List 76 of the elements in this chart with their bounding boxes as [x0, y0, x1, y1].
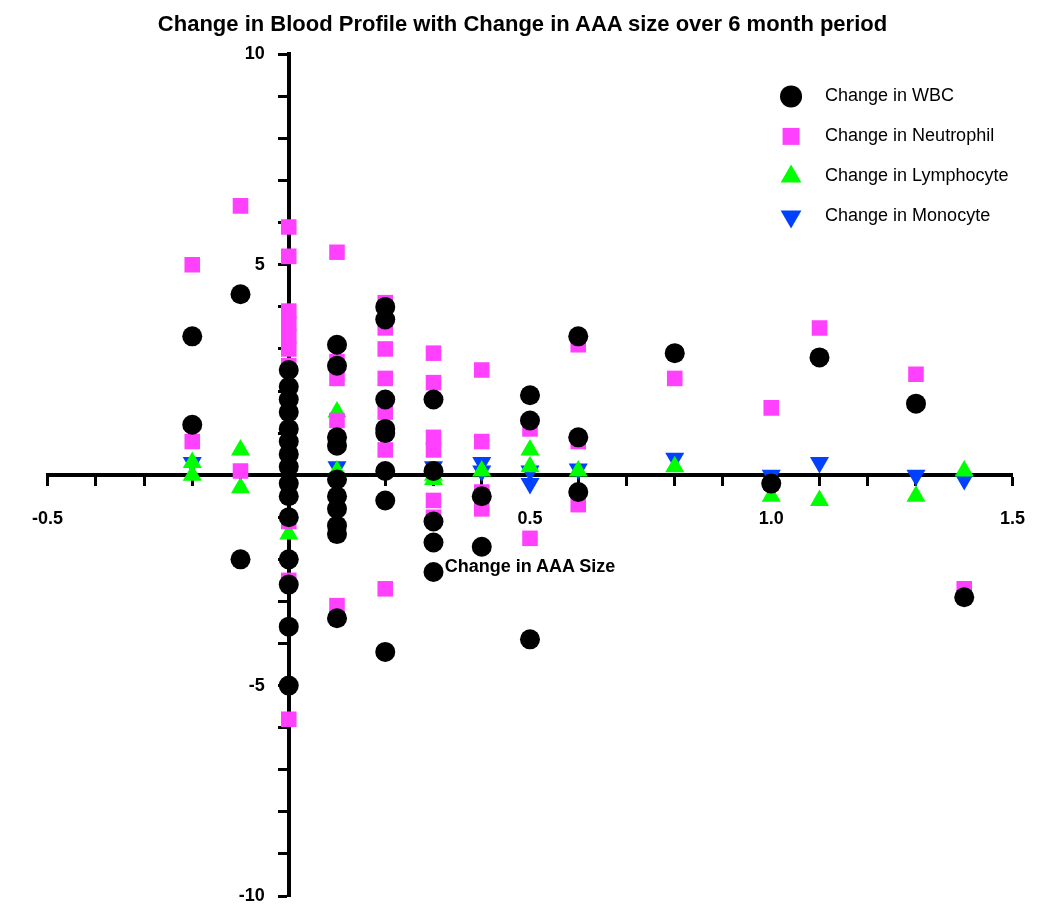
point: [327, 469, 347, 490]
point: [280, 711, 297, 728]
point: [278, 402, 299, 423]
point: [327, 608, 347, 629]
point: [520, 385, 540, 406]
point: [473, 362, 490, 378]
point: [520, 410, 540, 431]
legend-label: Change in Neutrophil: [825, 125, 995, 146]
legend-label: Change in Lymphocyte: [825, 165, 1009, 186]
point: [377, 442, 394, 458]
point: [278, 360, 299, 380]
point: [377, 370, 394, 387]
legend-label: Change in WBC: [825, 85, 955, 106]
point: [375, 389, 396, 410]
point: [184, 433, 201, 450]
point: [375, 641, 396, 662]
point: [425, 492, 442, 509]
point: [522, 530, 538, 547]
point: [182, 326, 203, 347]
point: [664, 343, 685, 364]
legend-label: Change in Monocyte: [825, 205, 991, 226]
point: [278, 616, 299, 637]
point: [425, 374, 442, 391]
point: [473, 433, 490, 450]
point: [232, 198, 249, 214]
point: [184, 257, 201, 273]
y-tick-label: 10: [244, 43, 265, 64]
point: [182, 414, 203, 435]
point: [329, 412, 345, 429]
point: [375, 460, 396, 481]
point: [377, 341, 394, 357]
x-tick-label: 1.5: [999, 507, 1025, 528]
point: [811, 320, 828, 336]
x-tick-label: -0.5: [31, 507, 64, 528]
y-tick-label: -10: [238, 884, 265, 905]
point: [568, 482, 589, 503]
point: [763, 400, 780, 416]
point: [278, 507, 299, 528]
point: [377, 581, 394, 597]
x-tick-label: 1.0: [758, 507, 784, 528]
point: [423, 561, 444, 582]
point: [809, 347, 830, 368]
y-tick-label: 5: [254, 253, 265, 274]
point: [230, 284, 251, 305]
point: [375, 490, 396, 511]
point: [568, 326, 589, 347]
point: [520, 629, 540, 650]
x-axis-title: Change in AAA Size: [444, 555, 616, 576]
point: [761, 473, 782, 494]
chart-title: Change in Blood Profile with Change in AAA size over 6 month period: [157, 11, 888, 37]
point: [280, 248, 297, 265]
point: [278, 549, 299, 570]
point: [280, 341, 297, 357]
point: [232, 463, 249, 479]
point: [471, 536, 492, 557]
point: [327, 355, 347, 376]
point: [423, 389, 444, 410]
point: [425, 345, 442, 361]
point: [666, 370, 683, 387]
point: [278, 675, 299, 696]
point: [908, 366, 924, 382]
x-tick-label: 0.5: [517, 507, 543, 528]
point: [425, 442, 442, 458]
point: [278, 486, 299, 507]
point: [954, 587, 975, 608]
point: [471, 486, 492, 507]
point: [280, 219, 297, 235]
point: [905, 393, 926, 414]
point: [423, 532, 444, 553]
point: [230, 549, 251, 570]
point: [329, 244, 345, 260]
point: [423, 511, 444, 532]
point: [568, 427, 589, 448]
point: [327, 334, 347, 355]
y-tick-label: -5: [248, 674, 265, 695]
point: [278, 574, 299, 595]
